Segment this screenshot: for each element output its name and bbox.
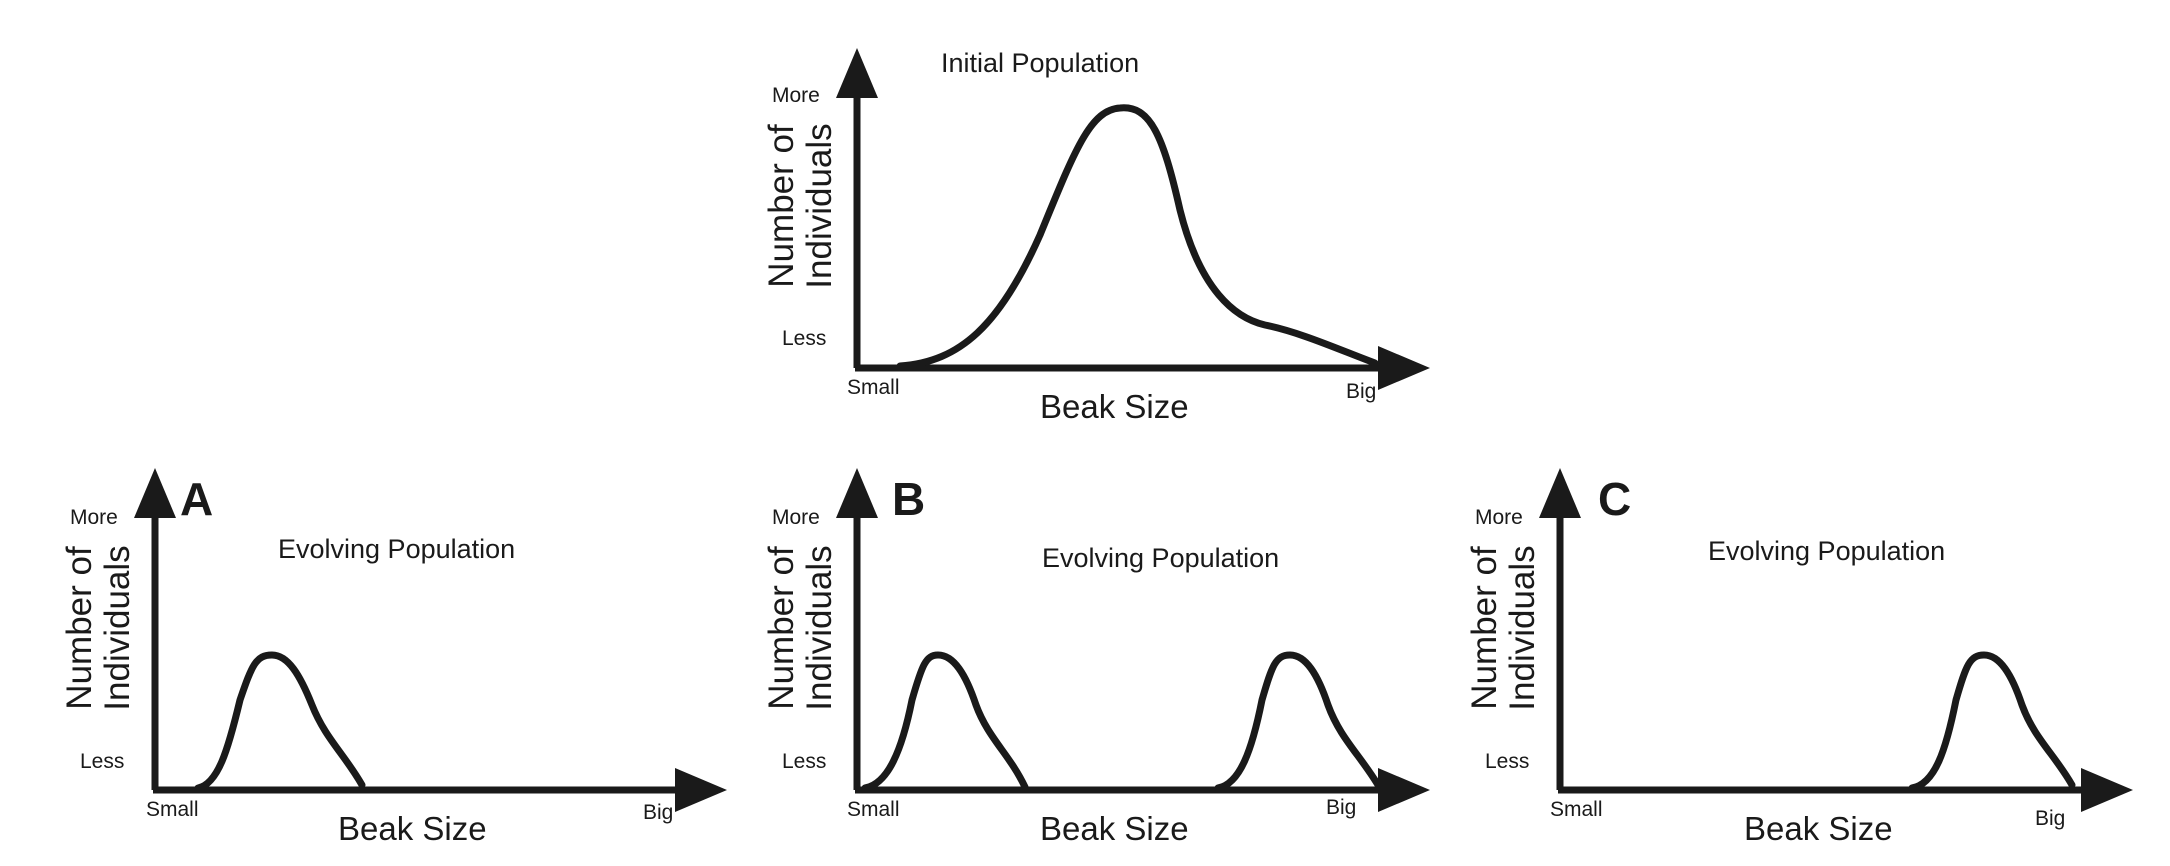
y-axis-title-line2: Individuals <box>1503 545 1542 711</box>
y-axis-title-line1: Number of <box>1465 546 1504 710</box>
x-axis-title: Beak Size <box>1040 388 1189 425</box>
x-axis-arrowhead <box>1378 768 1430 812</box>
x-axis-right-label: Big <box>643 801 674 824</box>
x-axis-left-label: Small <box>146 798 199 821</box>
y-axis-top-label: More <box>70 506 118 529</box>
panel-title: Evolving Population <box>1042 543 1280 573</box>
y-axis-bottom-label: Less <box>782 750 827 773</box>
x-axis-arrowhead <box>1378 346 1430 390</box>
panel-letter: C <box>1598 473 1632 525</box>
x-axis-left-label: Small <box>1550 798 1603 821</box>
x-axis-right-label: Big <box>1326 796 1357 819</box>
panel-letter: B <box>892 473 926 525</box>
distribution-curve <box>1908 651 2076 792</box>
y-axis-arrowhead <box>1539 468 1581 518</box>
panel-title: Evolving Population <box>1708 536 1946 566</box>
x-axis-left-label: Small <box>847 798 900 821</box>
panel-letter: A <box>180 473 214 525</box>
x-axis-title: Beak Size <box>1744 810 1893 847</box>
x-axis-left-label: Small <box>847 376 900 399</box>
distribution-curve <box>896 104 1379 370</box>
y-axis-bottom-label: Less <box>1485 750 1530 773</box>
y-axis-top-label: More <box>1475 506 1523 529</box>
y-axis-arrowhead <box>836 48 878 98</box>
distribution-curve-big <box>1214 651 1382 792</box>
y-axis-top-label: More <box>772 84 820 107</box>
x-axis-title: Beak Size <box>1040 810 1189 847</box>
y-axis-arrowhead <box>134 468 176 518</box>
y-axis-bottom-label: Less <box>80 750 125 773</box>
y-axis-top-label: More <box>772 506 820 529</box>
x-axis-arrowhead <box>2081 768 2133 812</box>
y-axis-title: Number of Individuals <box>1465 538 1542 718</box>
panel-title: Evolving Population <box>278 534 516 564</box>
x-axis-right-label: Big <box>2035 807 2066 830</box>
y-axis-bottom-label: Less <box>782 327 827 350</box>
x-axis-right-label: Big <box>1346 380 1377 403</box>
panel-title: Initial Population <box>941 48 1140 78</box>
distribution-curve <box>194 651 366 792</box>
x-axis-arrowhead <box>675 768 727 812</box>
y-axis-arrowhead <box>836 468 878 518</box>
x-axis-title: Beak Size <box>338 810 487 847</box>
distribution-curve-small <box>861 651 1029 792</box>
